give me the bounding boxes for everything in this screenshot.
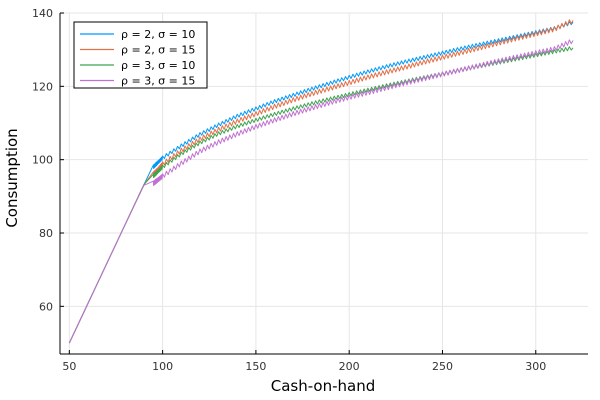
y-tick-label: 100 xyxy=(32,154,53,167)
legend-label: ρ = 3, σ = 15 xyxy=(121,75,195,88)
x-tick-label: 300 xyxy=(525,360,546,373)
x-tick-label: 250 xyxy=(432,360,453,373)
axes xyxy=(59,12,588,355)
legend-box xyxy=(73,21,208,89)
y-tick-label: 60 xyxy=(39,300,53,313)
x-tick-label: 150 xyxy=(245,360,266,373)
legend: ρ = 2, σ = 10 ρ = 2, σ = 15 ρ = 3, σ = 10 ρ… xyxy=(73,21,208,89)
series-line-1 xyxy=(68,21,574,344)
series-line-4 xyxy=(68,39,574,344)
y-tick-label: 140 xyxy=(32,7,53,20)
y-tick-label: 80 xyxy=(39,227,53,240)
series-line-2 xyxy=(68,19,574,344)
tick-labels: 50 100 150 200 250 300 60 80 100 120 140 xyxy=(32,7,546,373)
series-line-3 xyxy=(68,46,574,344)
x-tick-label: 200 xyxy=(339,360,360,373)
y-tick-label: 120 xyxy=(32,80,53,93)
x-tick-label: 100 xyxy=(152,360,173,373)
x-axis-title: Cash-on-hand xyxy=(271,377,376,395)
grid xyxy=(60,12,588,354)
legend-label: ρ = 2, σ = 15 xyxy=(121,44,195,57)
series-lines xyxy=(68,19,574,344)
x-tick-label: 50 xyxy=(62,360,76,373)
legend-label: ρ = 2, σ = 10 xyxy=(121,28,195,41)
legend-label: ρ = 3, σ = 10 xyxy=(121,59,195,72)
y-axis-title: Consumption xyxy=(3,128,21,227)
